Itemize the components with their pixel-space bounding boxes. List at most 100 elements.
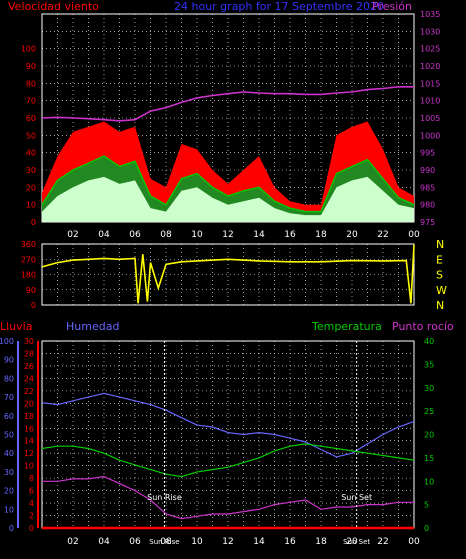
humidity-y-tick: 40 (4, 449, 14, 458)
wind-y-tick: 50 (26, 131, 36, 140)
sun-marker-label: Sun Rise (147, 493, 182, 502)
x-tick-label: 14 (253, 537, 265, 547)
wind-y-tick: 20 (26, 183, 36, 192)
temp-humidity-panel: 0102030405060708090100024681012141618202… (0, 337, 434, 547)
pressure-y-tick: 1015 (420, 79, 440, 88)
compass-label: S (436, 269, 443, 282)
humidity-y-tick: 20 (4, 487, 14, 496)
wind-y-tick: 60 (26, 114, 36, 123)
wind-y-tick: 40 (26, 149, 36, 158)
temperature-y-tick: 10 (424, 477, 434, 486)
direction-y-tick: 0 (31, 301, 36, 310)
rain-y-tick: 6 (29, 487, 34, 496)
pressure-y-tick: 1005 (420, 114, 440, 123)
humidity-y-tick: 80 (4, 374, 14, 383)
x-tick-label: 06 (129, 537, 141, 547)
temperature-y-tick: 5 (424, 501, 429, 510)
wind-y-tick: 80 (26, 79, 36, 88)
rain-y-tick: 12 (24, 449, 34, 458)
humidity-y-tick: 100 (0, 337, 14, 346)
wind-y-tick: 70 (26, 97, 36, 106)
wind-y-tick: 100 (21, 45, 36, 54)
rain-y-tick: 2 (29, 512, 34, 521)
wind-low-area (42, 176, 414, 222)
x-tick-label: 18 (315, 230, 327, 240)
humidity-y-tick: 50 (4, 431, 14, 440)
humidity-y-tick: 10 (4, 505, 14, 514)
rain-y-tick: 26 (24, 362, 34, 371)
rain-title: Lluvia (0, 320, 32, 333)
wind-avg-line (41, 155, 415, 213)
rain-y-tick: 14 (24, 437, 34, 446)
wind-y-tick: 30 (26, 166, 36, 175)
compass-label: E (436, 253, 443, 266)
temperature-y-tick: 30 (424, 384, 434, 393)
humidity-y-tick: 90 (4, 356, 14, 365)
direction-y-tick: 180 (21, 271, 36, 280)
humidity-y-tick: 0 (9, 524, 14, 533)
humidity-y-tick: 30 (4, 468, 14, 477)
rain-y-tick: 24 (24, 374, 34, 383)
temperature-y-tick: 20 (424, 431, 434, 440)
sun-tick-label: Sun Set (343, 538, 370, 546)
dewpoint-title: Punto rocío (392, 320, 454, 333)
pressure-y-tick: 980 (420, 201, 435, 210)
x-tick-label: 14 (253, 230, 265, 240)
rain-y-tick: 0 (29, 524, 34, 533)
rain-y-tick: 30 (24, 337, 34, 346)
temperature-y-tick: 0 (424, 524, 429, 533)
x-tick-label: 02 (67, 537, 78, 547)
rain-y-tick: 10 (24, 462, 34, 471)
rain-y-tick: 28 (24, 349, 34, 358)
x-tick-label: 10 (191, 230, 203, 240)
sun-tick-label: Sun Rise (149, 538, 179, 546)
x-tick-label: 08 (160, 230, 172, 240)
pressure-y-tick: 1020 (420, 62, 440, 71)
rain-y-tick: 8 (29, 474, 34, 483)
compass-label: W (436, 284, 447, 297)
humidity-y-tick: 70 (4, 393, 14, 402)
humidity-y-tick: 60 (4, 412, 14, 421)
compass-label: N (436, 238, 444, 251)
rain-y-tick: 18 (24, 412, 34, 421)
x-tick-label: 08 (160, 537, 172, 547)
x-tick-label: 12 (222, 230, 233, 240)
pressure-y-tick: 990 (420, 166, 435, 175)
dewpoint-line (42, 475, 414, 520)
pressure-y-tick: 1000 (420, 131, 440, 140)
temperature-y-tick: 35 (424, 360, 434, 369)
sun-marker-label: Sun Set (341, 493, 372, 502)
x-tick-label: 10 (191, 537, 203, 547)
wind-direction-line (41, 244, 415, 304)
rain-y-tick: 4 (29, 499, 34, 508)
x-tick-label: 16 (284, 230, 296, 240)
x-tick-label: 22 (377, 230, 388, 240)
x-tick-label: 04 (98, 230, 110, 240)
x-tick-label: 12 (222, 537, 233, 547)
x-tick-label: 18 (315, 537, 327, 547)
rain-y-tick: 20 (24, 399, 34, 408)
x-tick-label: 00 (408, 230, 420, 240)
x-tick-label: 02 (67, 230, 78, 240)
pressure-y-tick: 1025 (420, 45, 440, 54)
pressure-y-tick: 985 (420, 183, 435, 192)
pressure-y-tick: 975 (420, 218, 435, 227)
compass-label: N (436, 299, 444, 312)
wind-y-tick: 90 (26, 62, 36, 71)
x-tick-label: 06 (129, 230, 141, 240)
wind-pressure-panel: 0102030405060708090100975980985990995100… (21, 10, 441, 240)
humidity-line (41, 392, 415, 458)
temperature-y-tick: 15 (424, 454, 434, 463)
direction-y-tick: 360 (21, 240, 36, 249)
wind-y-tick: 10 (26, 201, 36, 210)
pressure-y-tick: 995 (420, 149, 435, 158)
rain-y-tick: 22 (24, 387, 34, 396)
temperature-title: Temperatura (311, 320, 382, 333)
x-tick-label: 16 (284, 537, 296, 547)
wind-y-tick: 0 (31, 218, 36, 227)
rain-y-tick: 16 (24, 424, 34, 433)
humidity-title: Humedad (66, 320, 119, 333)
direction-y-tick: 270 (21, 255, 36, 264)
